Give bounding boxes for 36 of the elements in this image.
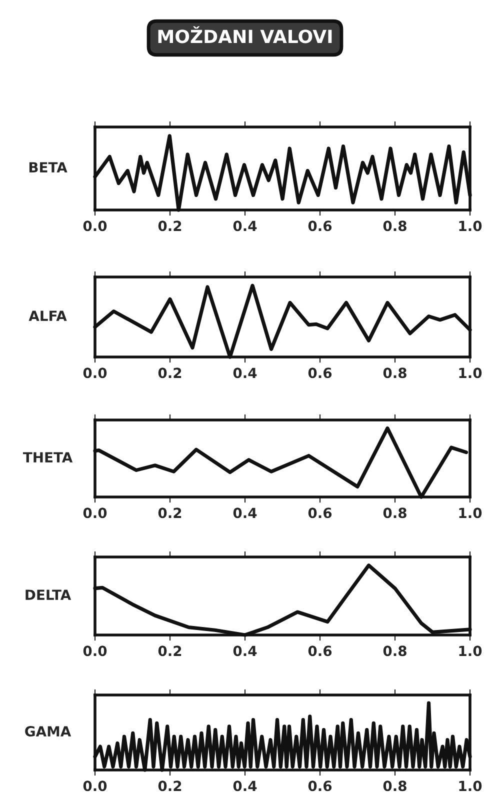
x-tick-label: 0.8 bbox=[383, 220, 406, 232]
y-axis-title: DELTA bbox=[26, 590, 72, 600]
x-tick-label: 0.6 bbox=[308, 508, 332, 518]
x-tick-label: 0.8 bbox=[383, 780, 406, 792]
x-tick-label: 0.2 bbox=[158, 368, 182, 378]
x-tick-label: 1.0 bbox=[459, 368, 482, 378]
x-tick-label: 1.0 bbox=[459, 780, 482, 792]
x-tick-label: 0.4 bbox=[233, 220, 257, 232]
y-axis-title: GAMA bbox=[25, 726, 72, 737]
x-tick-label: 0.0 bbox=[83, 368, 107, 378]
x-tick-label: 0.8 bbox=[383, 368, 406, 378]
x-tick-label: 0.0 bbox=[83, 646, 107, 656]
x-tick-label: 0.2 bbox=[158, 220, 182, 232]
x-tick-label: 0.4 bbox=[233, 368, 257, 378]
x-tick-label: 0.4 bbox=[233, 780, 257, 792]
x-tick-label: 1.0 bbox=[459, 508, 482, 518]
x-tick-label: 0.6 bbox=[308, 646, 332, 656]
x-tick-label: 0.8 bbox=[383, 508, 406, 518]
x-tick-label: 0.0 bbox=[83, 780, 107, 792]
x-tick-label: 1.0 bbox=[459, 220, 482, 232]
x-tick-label: 0.2 bbox=[158, 780, 182, 792]
x-tick-label: 0.2 bbox=[158, 508, 182, 518]
x-tick-label: 0.0 bbox=[83, 508, 107, 518]
chart-title: MOŽDANI VALOVI bbox=[158, 26, 332, 44]
x-tick-label: 0.6 bbox=[308, 780, 332, 792]
y-axis-title: BETA bbox=[29, 162, 68, 172]
x-tick-label: 0.0 bbox=[83, 220, 107, 232]
x-tick-label: 0.4 bbox=[233, 508, 257, 518]
x-tick-label: 0.6 bbox=[308, 220, 332, 232]
x-tick-label: 0.6 bbox=[308, 368, 332, 378]
y-axis-title: THETA bbox=[22, 452, 73, 462]
x-tick-label: 0.8 bbox=[383, 646, 406, 656]
x-tick-label: 0.4 bbox=[233, 646, 257, 656]
x-tick-label: 0.2 bbox=[158, 646, 182, 656]
y-axis-title: ALFA bbox=[28, 310, 67, 321]
x-tick-label: 1.0 bbox=[459, 646, 482, 656]
